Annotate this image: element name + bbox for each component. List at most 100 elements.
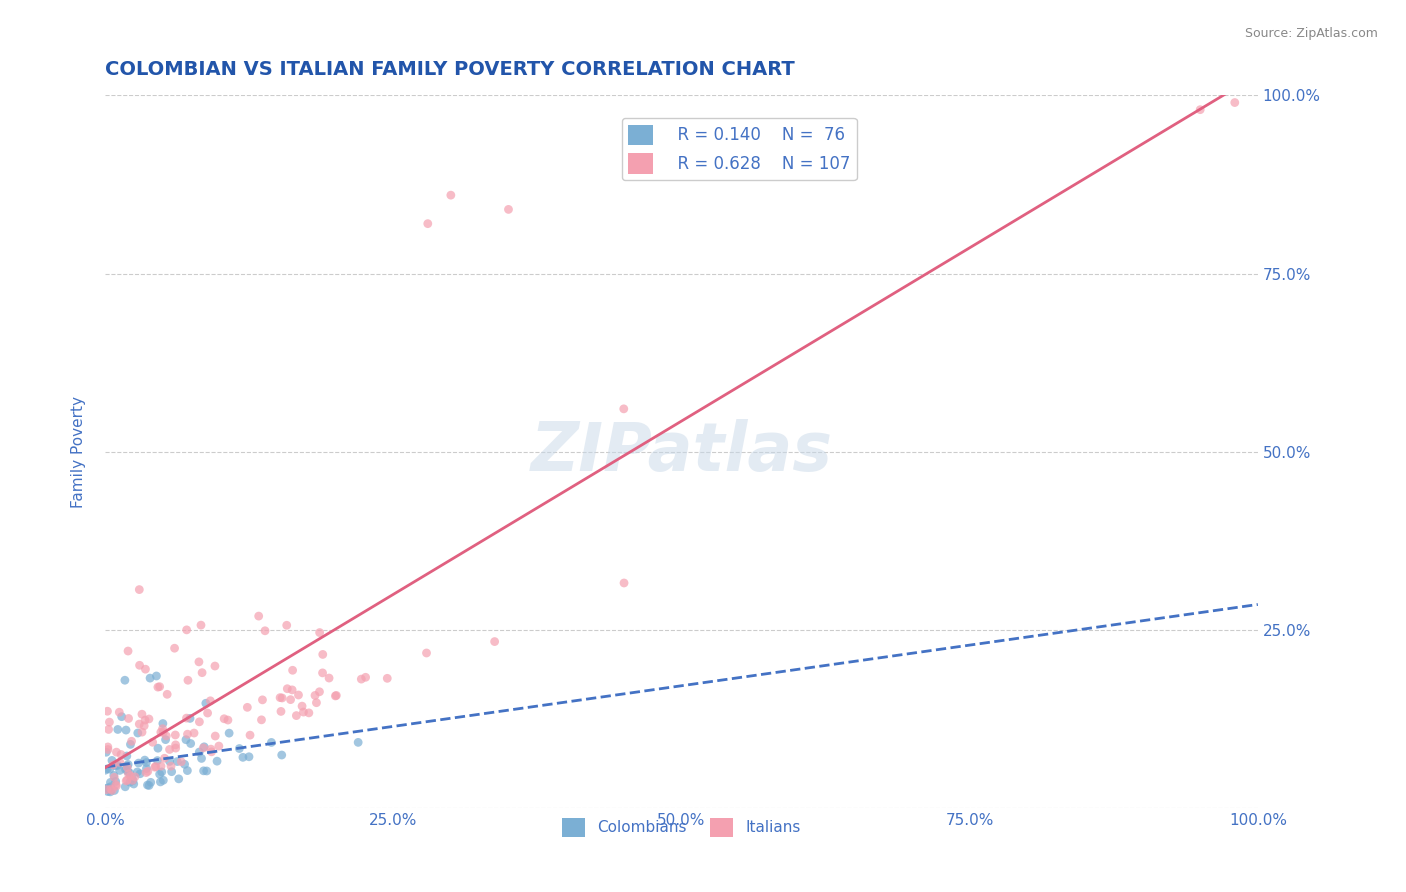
Point [193, 740, 215, 755]
Point [114, 673, 136, 688]
Point [131, 725, 153, 739]
Point [217, 713, 239, 727]
Point [121, 771, 143, 785]
Point [270, 705, 292, 719]
Point [152, 725, 174, 739]
Point [174, 732, 197, 747]
Point [108, 756, 131, 770]
Point [107, 758, 129, 772]
Text: Source: ZipAtlas.com: Source: ZipAtlas.com [1244, 27, 1378, 40]
Point [304, 689, 326, 703]
Point [145, 669, 167, 683]
Point [236, 700, 259, 714]
Point [103, 783, 125, 797]
Point [176, 727, 198, 741]
Point [281, 682, 304, 697]
Point [98, 762, 121, 776]
Point [176, 711, 198, 725]
Point [118, 775, 141, 789]
Point [165, 741, 187, 756]
Point [613, 401, 636, 416]
Point [200, 745, 222, 759]
Point [128, 717, 150, 731]
Point [167, 772, 190, 786]
Point [128, 756, 150, 770]
Point [205, 754, 228, 768]
Point [155, 729, 177, 743]
Point [110, 747, 132, 762]
Point [120, 738, 142, 752]
Point [200, 742, 222, 756]
Point [115, 723, 138, 737]
Point [117, 757, 139, 772]
Point [228, 741, 250, 756]
Point [193, 764, 215, 778]
Point [105, 745, 128, 759]
Point [149, 725, 172, 739]
Point [347, 735, 370, 749]
Point [124, 770, 146, 784]
Point [159, 742, 181, 756]
Point [218, 726, 240, 740]
Point [252, 693, 274, 707]
Point [484, 634, 506, 648]
Point [96, 781, 118, 796]
Point [276, 681, 298, 696]
Point [146, 741, 169, 756]
Point [232, 750, 254, 764]
Point [166, 755, 188, 769]
Point [1189, 103, 1212, 117]
Point [179, 711, 201, 725]
Point [160, 764, 183, 779]
Point [118, 765, 141, 780]
Point [134, 713, 156, 727]
Point [176, 623, 198, 637]
Point [183, 726, 205, 740]
Point [285, 708, 308, 723]
Point [128, 658, 150, 673]
Point [100, 775, 122, 789]
Point [107, 723, 129, 737]
Point [104, 778, 127, 792]
Point [138, 779, 160, 793]
Point [129, 766, 152, 780]
Legend: Colombians, Italians: Colombians, Italians [557, 812, 807, 843]
Point [108, 764, 131, 778]
Point [200, 694, 222, 708]
Point [159, 755, 181, 769]
Point [308, 685, 330, 699]
Point [138, 712, 160, 726]
Point [149, 775, 172, 789]
Point [276, 618, 298, 632]
Point [613, 576, 636, 591]
Point [128, 582, 150, 597]
Point [350, 672, 373, 686]
Point [311, 665, 333, 680]
Point [416, 217, 439, 231]
Point [193, 739, 215, 754]
Point [318, 671, 340, 685]
Point [247, 609, 270, 624]
Point [165, 738, 187, 752]
Point [96, 762, 118, 776]
Text: COLOMBIAN VS ITALIAN FAMILY POVERTY CORRELATION CHART: COLOMBIAN VS ITALIAN FAMILY POVERTY CORR… [105, 60, 794, 78]
Point [152, 716, 174, 731]
Point [134, 662, 156, 676]
Point [281, 663, 304, 677]
Point [498, 202, 520, 217]
Point [190, 751, 212, 765]
Point [101, 783, 124, 797]
Point [176, 764, 198, 778]
Point [146, 754, 169, 768]
Point [270, 747, 292, 762]
Point [117, 711, 139, 725]
Point [122, 773, 145, 788]
Point [115, 774, 138, 789]
Point [111, 709, 134, 723]
Point [152, 773, 174, 788]
Point [170, 755, 193, 769]
Point [440, 188, 463, 202]
Point [104, 774, 127, 789]
Point [117, 761, 139, 775]
Point [96, 780, 118, 795]
